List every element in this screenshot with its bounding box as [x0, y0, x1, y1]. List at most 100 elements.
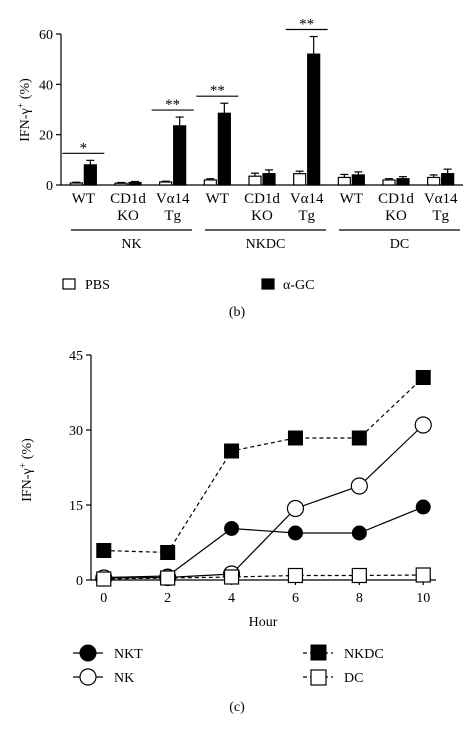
bar — [217, 112, 231, 186]
bar-y-tick-label: 40 — [39, 78, 53, 93]
legend-label-pbs: PBS — [85, 278, 110, 293]
bar-marks — [69, 35, 455, 186]
line-y-tick-label: 30 — [69, 424, 83, 439]
category-label: KO — [117, 208, 139, 224]
series-line-dc — [103, 574, 424, 580]
legend-label-nkt: NKT — [114, 647, 143, 662]
category-label: WT — [340, 191, 363, 207]
legend-label-agc: α-GC — [283, 278, 314, 293]
category-label: WT — [206, 191, 229, 207]
data-point-dc — [415, 567, 431, 583]
bar — [293, 173, 307, 186]
category-label: CD1d — [244, 191, 280, 207]
data-point-nkt — [351, 525, 367, 541]
bar — [351, 174, 365, 186]
line-x-tick-label: 0 — [100, 591, 107, 606]
line-y-tick-label: 45 — [69, 349, 83, 364]
category-label: KO — [251, 208, 273, 224]
significance-label: ** — [299, 17, 314, 33]
bar — [427, 176, 441, 186]
line-chart: IFN-γ+ (%) 0 15 30 45 0 2 4 6 8 10 Hour — [18, 349, 436, 630]
data-point-nkdc — [224, 443, 240, 459]
data-point-nkdc — [287, 430, 303, 446]
bar — [114, 182, 128, 186]
group-label: DC — [390, 237, 409, 252]
data-point-nkdc — [415, 370, 431, 385]
legend-swatch-pbs — [62, 278, 76, 290]
line-y-tick-label: 0 — [76, 574, 83, 589]
series-line-nkt — [103, 506, 424, 579]
data-point-nkt — [415, 499, 431, 515]
data-point-dc — [287, 567, 304, 584]
data-point-dc — [96, 571, 112, 587]
line-x-tick-label: 2 — [164, 591, 171, 606]
line-x-tick-label: 6 — [292, 591, 299, 606]
bar — [382, 179, 396, 186]
line-y-label-text: IFN-γ+ (%) — [18, 438, 35, 502]
bar — [396, 178, 410, 186]
data-point-nk — [414, 416, 432, 434]
data-point-nkdc — [351, 430, 367, 446]
significance-marks: ******* — [62, 17, 328, 156]
line-series — [95, 370, 432, 587]
legend-marker-nkdc — [310, 644, 327, 661]
bar-axes — [60, 34, 463, 186]
bar — [128, 181, 142, 186]
line-ticks: 0 15 30 45 0 2 4 6 8 10 — [69, 349, 430, 606]
category-label: CD1d — [378, 191, 414, 207]
panel-b-caption: (b) — [229, 305, 246, 320]
bar — [69, 182, 83, 186]
category-label: CD1d — [110, 191, 146, 207]
group-label: NK — [121, 237, 141, 252]
panel-c-caption: (c) — [229, 700, 245, 715]
legend-swatch-agc — [261, 278, 275, 290]
bar — [173, 125, 187, 186]
bar-legend: PBS α-GC — [62, 278, 314, 293]
bar — [262, 173, 276, 186]
legend-label-nkdc: NKDC — [344, 647, 384, 662]
data-point-nkdc — [160, 545, 176, 560]
bar-y-axis-label: IFN-γ+ (%) — [16, 78, 33, 142]
data-point-nkt — [224, 521, 240, 536]
category-label: Vα14 — [424, 191, 458, 207]
bar-y-tick-label: 20 — [39, 129, 53, 144]
line-x-tick-label: 10 — [416, 591, 430, 606]
line-x-tick-label: 4 — [228, 591, 235, 606]
data-point-nk — [286, 499, 305, 518]
line-y-axis-label: IFN-γ+ (%) — [18, 438, 35, 502]
data-point-nk — [350, 477, 368, 495]
data-point-nkt — [287, 525, 303, 541]
bar-y-tick-label: 60 — [39, 28, 53, 43]
legend-marker-dc — [310, 669, 327, 686]
data-point-dc — [223, 569, 240, 585]
bar — [307, 53, 321, 186]
bar-y-label-text: IFN-γ+ (%) — [16, 78, 33, 142]
series-line-nk — [103, 424, 424, 579]
data-point-dc — [351, 567, 367, 584]
legend-label-dc: DC — [344, 671, 363, 686]
category-label: Vα14 — [156, 191, 190, 207]
line-y-tick-label: 15 — [69, 499, 83, 514]
category-label: Vα14 — [290, 191, 324, 207]
significance-label: ** — [165, 97, 180, 113]
category-label: Tg — [432, 208, 449, 224]
bar — [441, 173, 455, 186]
bar-y-tick-label: 0 — [46, 179, 53, 194]
line-axes — [90, 355, 436, 581]
line-x-axis-label: Hour — [249, 615, 278, 630]
line-x-tick-label: 8 — [356, 591, 363, 606]
line-legend: NKT NK NKDC DC — [73, 644, 384, 686]
category-label: KO — [385, 208, 407, 224]
data-point-nkdc — [96, 543, 112, 558]
bar — [203, 179, 217, 186]
legend-marker-nk — [79, 668, 97, 686]
bar — [337, 176, 351, 186]
bar — [248, 175, 262, 186]
legend-label-nk: NK — [114, 671, 134, 686]
bar — [83, 164, 97, 186]
bar-y-ticks: 0 20 40 60 — [39, 28, 61, 194]
category-label: Tg — [164, 208, 181, 224]
